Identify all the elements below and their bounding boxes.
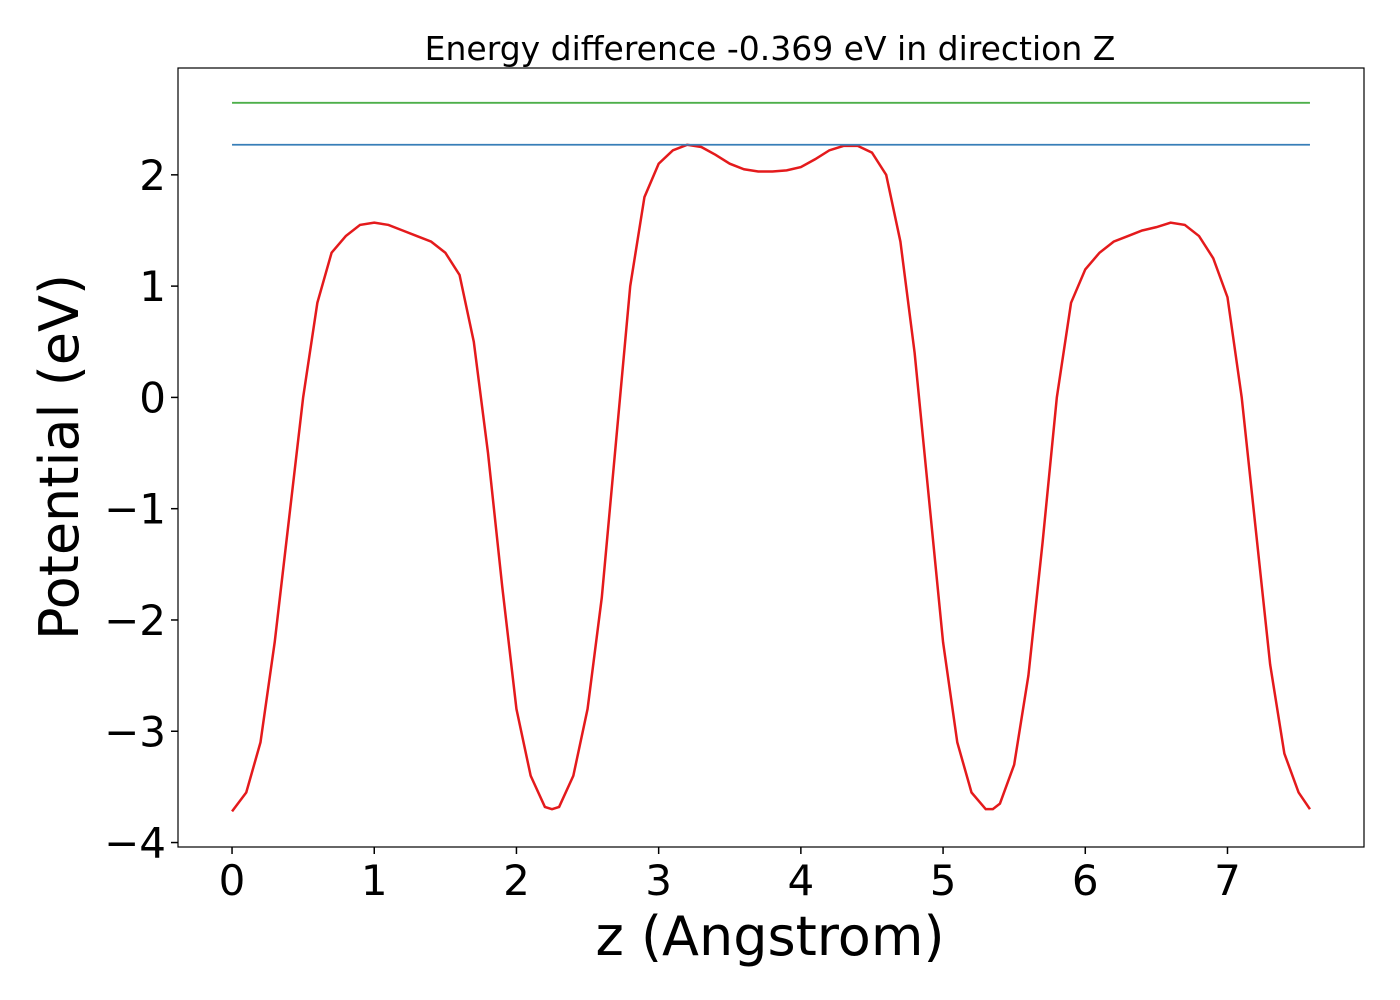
y-tick-label: 0 — [139, 373, 166, 422]
x-tick-label: 6 — [1072, 856, 1099, 905]
y-axis-label: Potential (eV) — [28, 274, 91, 640]
x-tick-label: 1 — [361, 856, 388, 905]
data-line — [231, 143, 1311, 813]
y-tick-label: 2 — [139, 151, 166, 200]
x-tick-label: 7 — [1214, 856, 1241, 905]
plot-frame — [177, 67, 1365, 848]
x-tick-label: 0 — [219, 856, 246, 905]
y-tick-label: −1 — [104, 485, 166, 534]
y-tick-label: 1 — [139, 262, 166, 311]
x-tick-label: 4 — [787, 856, 814, 905]
y-tick-label: −2 — [104, 596, 166, 645]
x-tick-label: 5 — [930, 856, 957, 905]
y-tick-label: −3 — [104, 707, 166, 756]
x-tick-label: 3 — [645, 856, 672, 905]
chart-title: Energy difference -0.369 eV in direction… — [425, 29, 1116, 68]
x-tick-label: 2 — [503, 856, 530, 905]
x-axis-label: z (Angstrom) — [595, 905, 944, 968]
y-tick-label: −4 — [104, 819, 166, 868]
